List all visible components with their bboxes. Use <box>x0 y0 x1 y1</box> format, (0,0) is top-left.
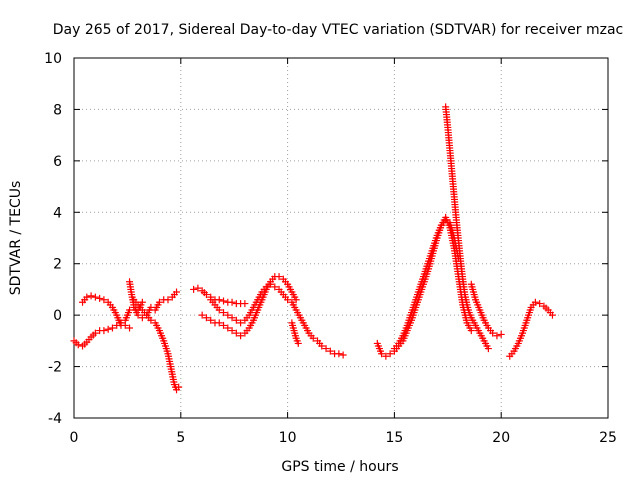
data-point <box>232 329 240 337</box>
data-point <box>215 306 223 314</box>
x-axis-ticks: 0 5 10 15 20 25 <box>70 58 617 446</box>
data-point <box>126 324 134 332</box>
x-tick-label: 10 <box>279 430 297 446</box>
y-tick-label: -4 <box>48 411 62 427</box>
chart-title: Day 265 of 2017, Sidereal Day-to-day VTE… <box>53 22 623 38</box>
data-point <box>318 342 326 350</box>
data-point <box>548 311 556 319</box>
data-point <box>322 345 330 353</box>
data-point <box>74 341 82 349</box>
grid <box>74 58 608 418</box>
data-point <box>237 332 245 340</box>
data-point <box>536 300 544 308</box>
data-point <box>220 321 228 329</box>
data-point <box>198 311 206 319</box>
y-tick-label: 10 <box>44 51 62 67</box>
data-point <box>335 350 343 358</box>
data-point <box>275 273 283 281</box>
data-point <box>493 332 501 340</box>
data-point <box>87 292 95 300</box>
data-point <box>228 298 236 306</box>
data-point <box>489 329 497 337</box>
data-point <box>497 330 505 338</box>
data-point <box>138 314 146 322</box>
x-tick-label: 15 <box>385 430 403 446</box>
y-tick-label: 4 <box>53 205 62 221</box>
y-tick-label: 8 <box>53 102 62 118</box>
data-point <box>138 298 146 306</box>
data-point <box>292 296 300 304</box>
data-point <box>190 285 198 293</box>
data-point <box>100 296 108 304</box>
data-point <box>237 319 245 327</box>
y-tick-label: 0 <box>53 308 62 324</box>
plot-frame <box>73 57 609 419</box>
data-point <box>284 296 292 304</box>
data-point <box>175 383 183 391</box>
data-point <box>378 350 386 358</box>
data-point <box>83 293 91 301</box>
data-point <box>262 283 270 291</box>
data-point <box>91 329 99 337</box>
data-point <box>224 311 232 319</box>
data-point <box>202 314 210 322</box>
data-point <box>173 288 181 296</box>
data-point <box>339 351 347 359</box>
data-point <box>267 280 275 288</box>
data-point <box>442 216 450 224</box>
data-point <box>224 324 232 332</box>
data-point <box>220 309 228 317</box>
data-point <box>382 352 390 360</box>
data-point <box>194 284 202 292</box>
data-point <box>117 321 125 329</box>
data-point <box>228 327 236 335</box>
x-tick-label: 20 <box>492 430 510 446</box>
data-point <box>232 316 240 324</box>
data-point <box>164 296 172 304</box>
data-point <box>104 325 112 333</box>
x-axis-label: GPS time / hours <box>281 459 398 475</box>
data-point <box>155 298 163 306</box>
data-point <box>309 334 317 342</box>
data-point <box>294 339 302 347</box>
data-point <box>147 316 155 324</box>
data-point <box>467 327 475 335</box>
data-point <box>91 293 99 301</box>
y-tick-label: -2 <box>48 360 62 376</box>
data-point <box>207 316 215 324</box>
data-point <box>271 283 279 291</box>
data-point <box>531 298 539 306</box>
data-point <box>100 327 108 335</box>
y-axis-label: SDTVAR / TECUs <box>8 181 24 296</box>
data-point <box>215 296 223 304</box>
y-tick-label: 6 <box>53 154 62 170</box>
data-point <box>241 300 249 308</box>
data-point <box>386 350 394 358</box>
x-tick-label: 5 <box>176 430 185 446</box>
y-axis-ticks: -4 -2 0 2 4 6 8 10 <box>44 51 608 427</box>
data-point <box>326 347 334 355</box>
data-point <box>228 314 236 322</box>
data-point <box>220 297 228 305</box>
data-point <box>202 291 210 299</box>
data-point <box>108 324 116 332</box>
data-point <box>96 294 104 302</box>
y-tick-label: 2 <box>53 257 62 273</box>
data-point <box>215 319 223 327</box>
data-point <box>484 345 492 353</box>
x-tick-label: 0 <box>70 430 79 446</box>
x-tick-label: 25 <box>599 430 617 446</box>
data-points <box>70 103 556 394</box>
